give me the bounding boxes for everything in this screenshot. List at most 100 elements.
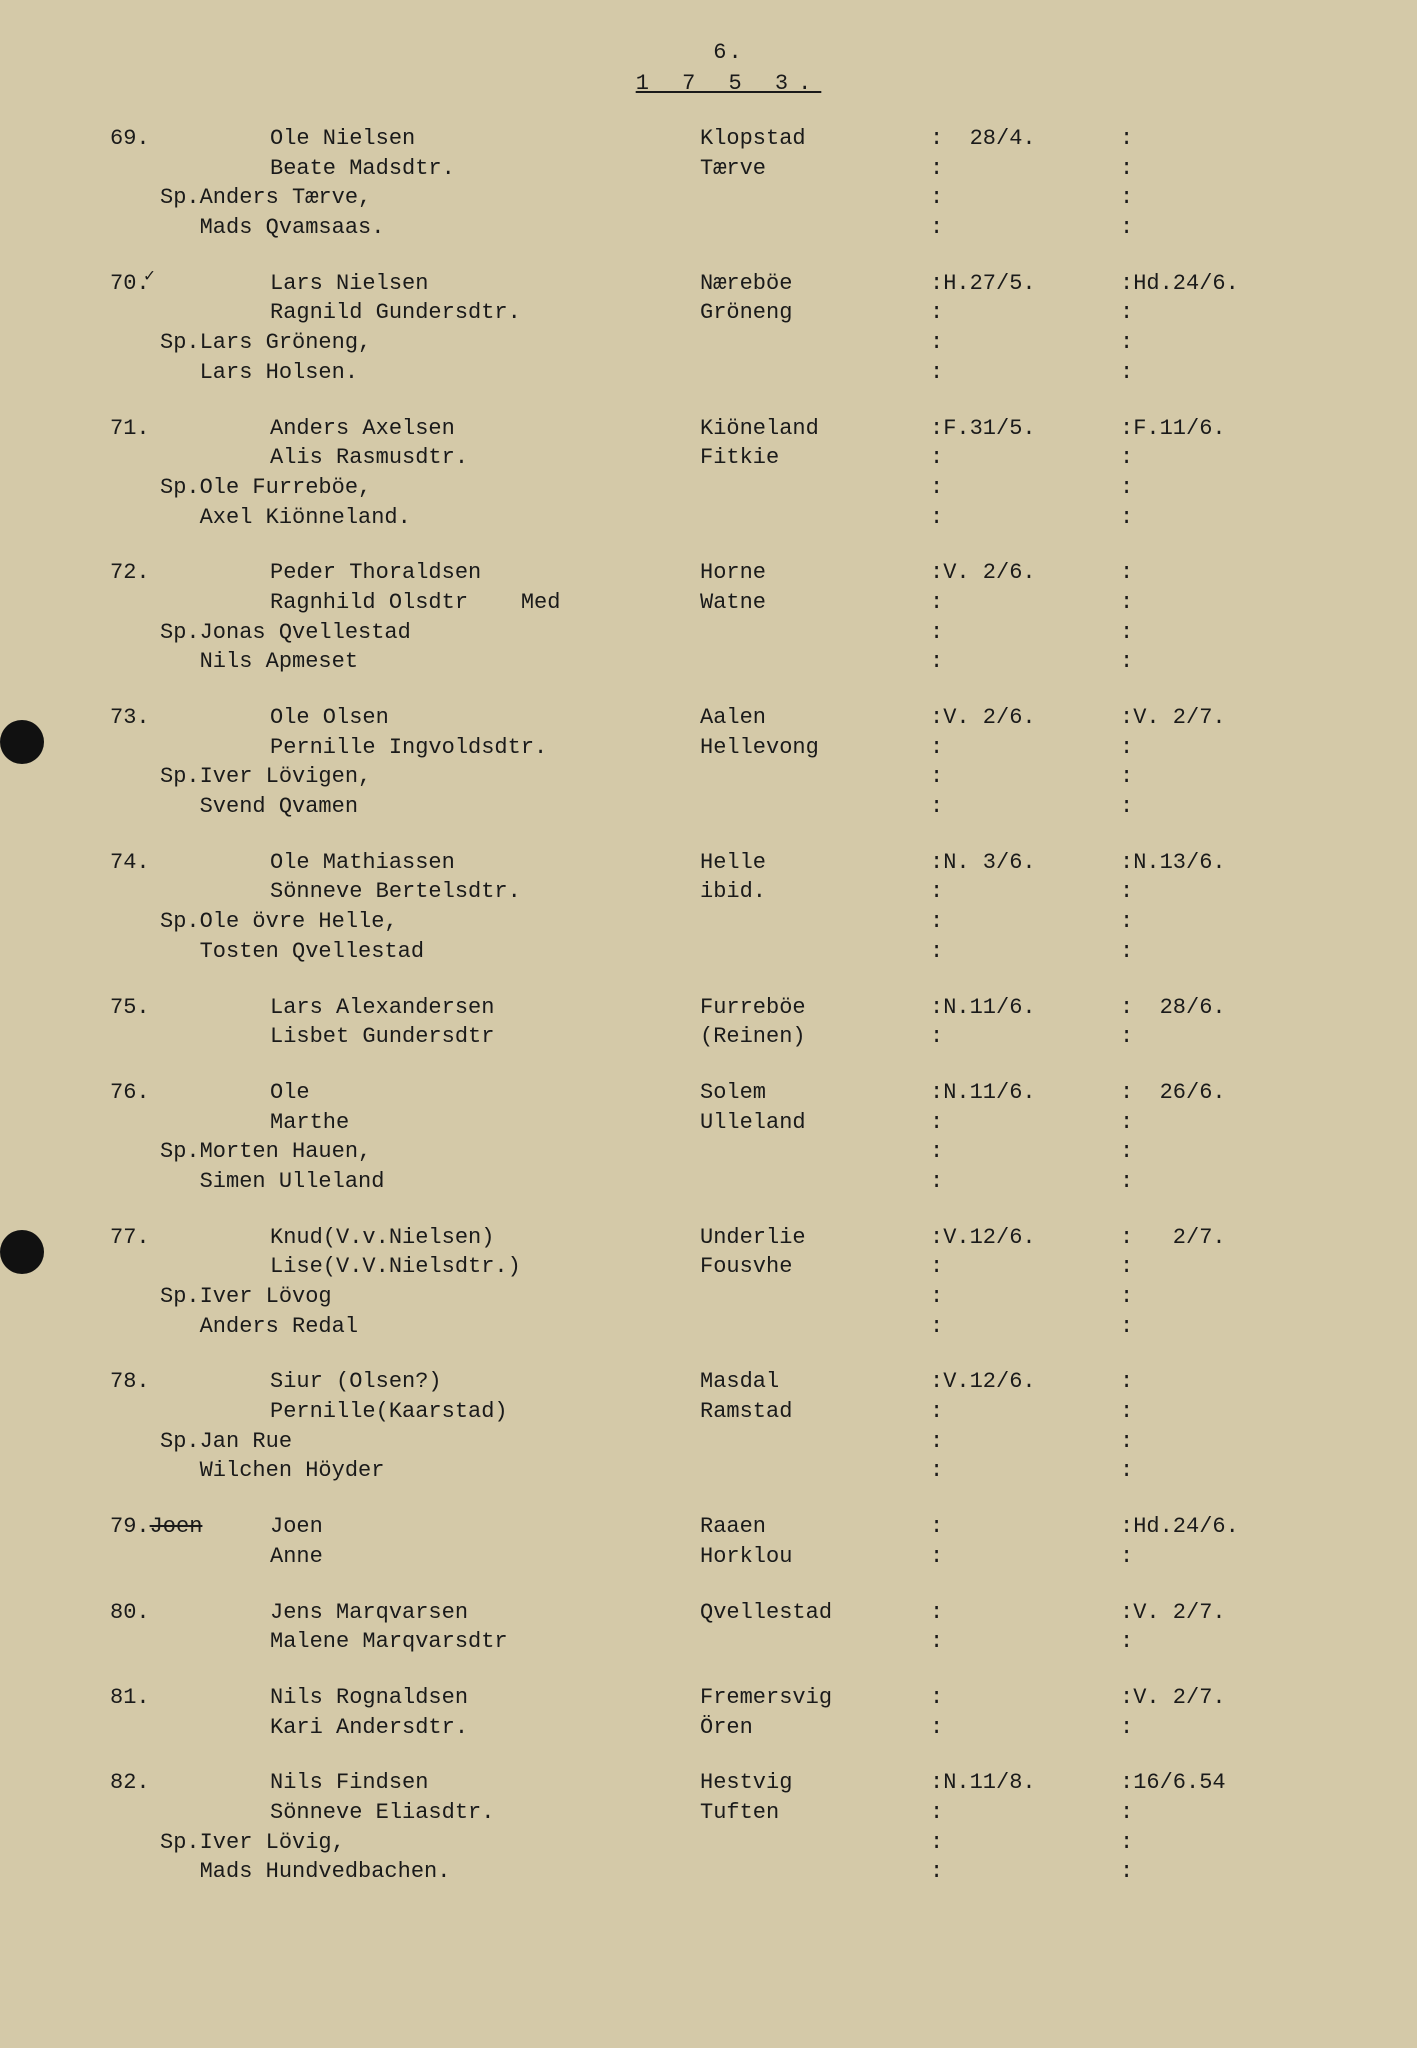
date-col-1: :	[930, 588, 1120, 618]
date-col-2: :	[1120, 1252, 1280, 1282]
date-col-2: :16/6.54	[1120, 1768, 1280, 1798]
date-col-1: :	[930, 1857, 1120, 1887]
record-entry: 82.Nils FindsenHestvig:N.11/8.:16/6.54Sö…	[110, 1768, 1347, 1887]
sponsor-row: Sp.Iver Lövog::	[110, 1282, 1347, 1312]
entry-number: 74.	[110, 848, 270, 878]
date-col-2: :	[1120, 1857, 1280, 1887]
sponsor-row: Lars Holsen.::	[110, 358, 1347, 388]
record-entry: 69.Ole NielsenKlopstad: 28/4.:Beate Mads…	[110, 124, 1347, 243]
date-col-1: :	[930, 1252, 1120, 1282]
blank	[110, 1542, 270, 1572]
bride-name: Anne	[270, 1542, 700, 1572]
blank	[110, 298, 270, 328]
sponsor-row: Sp.Anders Tærve,::	[110, 183, 1347, 213]
date-col-1: : 28/4.	[930, 124, 1120, 154]
place: Ören	[700, 1713, 930, 1743]
groom-name: Jens Marqvarsen	[270, 1598, 700, 1628]
entry-row: AnneHorklou::	[110, 1542, 1347, 1572]
date-col-1: :	[930, 733, 1120, 763]
bride-name: Marthe	[270, 1108, 700, 1138]
date-col-1: :	[930, 1627, 1120, 1657]
date-col-2: :	[1120, 1542, 1280, 1572]
groom-name: Ole	[270, 1078, 700, 1108]
blank	[110, 1312, 160, 1342]
blank	[700, 1857, 930, 1887]
sponsor-row: Sp.Jan Rue::	[110, 1427, 1347, 1457]
bride-name: Sönneve Bertelsdtr.	[270, 877, 700, 907]
groom-name: Ole Olsen	[270, 703, 700, 733]
sponsor-text: Sp.Ole Furreböe,	[160, 473, 700, 503]
date-col-2: :	[1120, 1427, 1280, 1457]
entry-row: Beate Madsdtr.Tærve::	[110, 154, 1347, 184]
groom-name: Nils Findsen	[270, 1768, 700, 1798]
date-col-1: :	[930, 503, 1120, 533]
groom-name: Joen	[270, 1512, 700, 1542]
place: Fitkie	[700, 443, 930, 473]
blank	[700, 1427, 930, 1457]
sponsor-row: Sp.Lars Gröneng,::	[110, 328, 1347, 358]
sponsor-text: Simen Ulleland	[160, 1167, 700, 1197]
date-col-2: :	[1120, 1456, 1280, 1486]
entry-row: 70.Lars NielsenNæreböe:H.27/5.:Hd.24/6.	[110, 269, 1347, 299]
bride-name: Lise(V.V.Nielsdtr.)	[270, 1252, 700, 1282]
sponsor-text: Sp.Jan Rue	[160, 1427, 700, 1457]
date-col-1: :N.11/8.	[930, 1768, 1120, 1798]
date-col-1: :	[930, 1108, 1120, 1138]
bride-name: Ragnild Gundersdtr.	[270, 298, 700, 328]
date-col-2: :	[1120, 1108, 1280, 1138]
sponsor-text: Sp.Anders Tærve,	[160, 183, 700, 213]
sponsor-row: Mads Qvamsaas.::	[110, 213, 1347, 243]
entry-row: 72.Peder ThoraldsenHorne:V. 2/6.:	[110, 558, 1347, 588]
date-col-2: :Hd.24/6.	[1120, 1512, 1280, 1542]
blank	[110, 647, 160, 677]
groom-name: Nils Rognaldsen	[270, 1683, 700, 1713]
groom-name: Anders Axelsen	[270, 414, 700, 444]
place: Furreböe	[700, 993, 930, 1023]
date-col-2: :V. 2/7.	[1120, 1683, 1280, 1713]
entry-row: Sönneve Bertelsdtr.ibid.::	[110, 877, 1347, 907]
date-col-1: :	[930, 154, 1120, 184]
entry-row: Ragnild Gundersdtr.Gröneng::	[110, 298, 1347, 328]
sponsor-text: Sp.Lars Gröneng,	[160, 328, 700, 358]
date-col-1: :N.11/6.	[930, 993, 1120, 1023]
date-col-1: :	[930, 762, 1120, 792]
sponsor-text: Mads Qvamsaas.	[160, 213, 700, 243]
bride-name: Beate Madsdtr.	[270, 154, 700, 184]
sponsor-text: Sp.Iver Lövog	[160, 1282, 700, 1312]
entry-number: 77.	[110, 1223, 270, 1253]
date-col-2: :	[1120, 124, 1280, 154]
place: Underlie	[700, 1223, 930, 1253]
place: Ulleland	[700, 1108, 930, 1138]
blank	[110, 1167, 160, 1197]
sponsor-row: Simen Ulleland::	[110, 1167, 1347, 1197]
date-col-1: :	[930, 1312, 1120, 1342]
date-col-1: :	[930, 1683, 1120, 1713]
date-col-2: :	[1120, 1137, 1280, 1167]
blank	[110, 1713, 270, 1743]
date-col-2: :N.13/6.	[1120, 848, 1280, 878]
place: Fremersvig	[700, 1683, 930, 1713]
date-col-2: :	[1120, 1828, 1280, 1858]
blank	[110, 1108, 270, 1138]
entry-number: 73.	[110, 703, 270, 733]
date-col-1: :	[930, 1397, 1120, 1427]
bride-name: Lisbet Gundersdtr	[270, 1022, 700, 1052]
date-col-1: :	[930, 328, 1120, 358]
date-col-1: :F.31/5.	[930, 414, 1120, 444]
blank	[110, 503, 160, 533]
blank	[700, 618, 930, 648]
blank	[110, 1282, 160, 1312]
groom-name: Siur (Olsen?)	[270, 1367, 700, 1397]
date-col-2: :	[1120, 647, 1280, 677]
date-col-2: :	[1120, 1312, 1280, 1342]
date-col-1: :	[930, 473, 1120, 503]
place: Næreböe	[700, 269, 930, 299]
bride-name: Sönneve Eliasdtr.	[270, 1798, 700, 1828]
place: Qvellestad	[700, 1598, 930, 1628]
date-col-2: :	[1120, 1167, 1280, 1197]
place: Klopstad	[700, 124, 930, 154]
blank	[110, 1427, 160, 1457]
date-col-2: :	[1120, 558, 1280, 588]
date-col-2: :	[1120, 213, 1280, 243]
bride-name: Pernille(Kaarstad)	[270, 1397, 700, 1427]
